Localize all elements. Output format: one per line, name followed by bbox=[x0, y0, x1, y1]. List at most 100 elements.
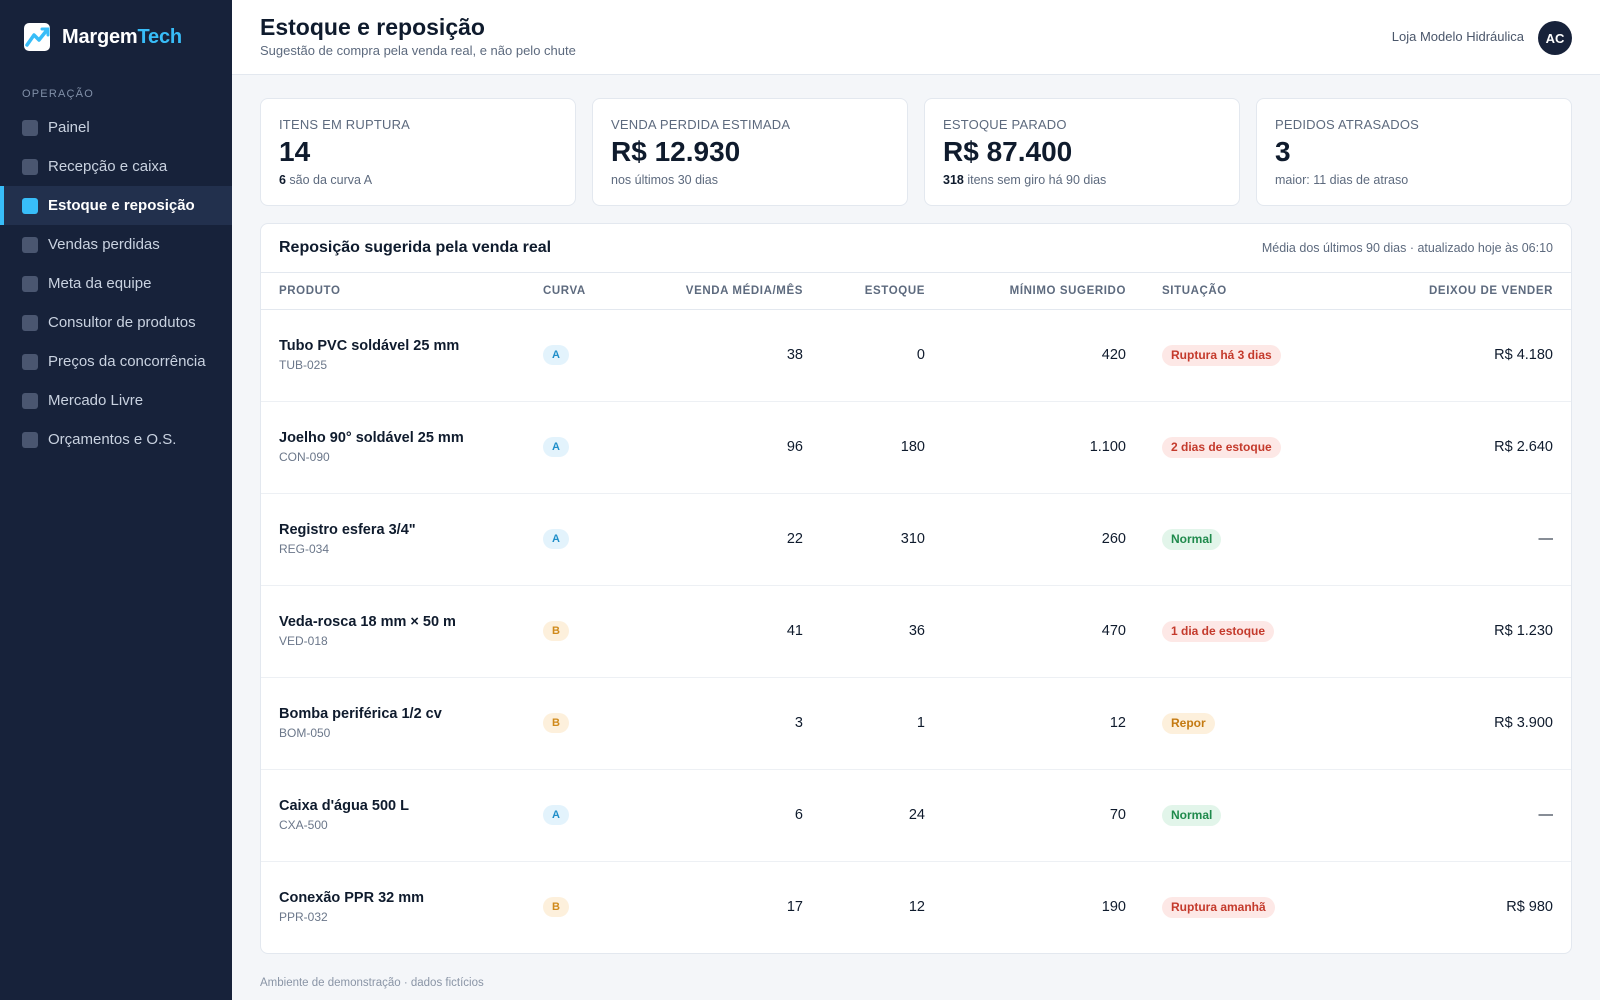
product-name[interactable]: Bomba periférica 1/2 cv bbox=[279, 706, 442, 722]
sidebar-item-mercado-livre[interactable]: Mercado Livre bbox=[0, 381, 232, 420]
status-badge: Normal bbox=[1162, 804, 1222, 826]
column-header-curva[interactable]: CURVA bbox=[543, 273, 639, 310]
brand[interactable]: MargemTech bbox=[0, 0, 232, 74]
cell-venda-media: 3 bbox=[639, 677, 803, 770]
kpi-sub-text: são da curva A bbox=[285, 173, 373, 187]
cell-situacao: Ruptura há 3 dias bbox=[1126, 309, 1296, 402]
sidebar-item-label: Vendas perdidas bbox=[48, 236, 160, 253]
cell-produto: Joelho 90° soldável 25 mm CON-090 bbox=[261, 401, 543, 494]
product-name[interactable]: Caixa d'água 500 L bbox=[279, 798, 409, 814]
kpi-value: R$ 87.400 bbox=[943, 136, 1073, 167]
cell-minimo-sugerido: 260 bbox=[925, 493, 1126, 586]
sidebar-item-recepcao-e-caixa[interactable]: Recepção e caixa bbox=[0, 147, 232, 186]
nav-square-icon bbox=[22, 236, 38, 253]
store-name[interactable]: Loja Modelo Hidráulica bbox=[1391, 29, 1524, 44]
brand-name-part2: Tech bbox=[137, 25, 183, 48]
cell-venda-media: 6 bbox=[639, 769, 803, 862]
sidebar-item-label: Recepção e caixa bbox=[48, 158, 168, 175]
column-header-deixou-de-vender[interactable]: DEIXOU DE VENDER bbox=[1296, 273, 1571, 310]
cell-deixou-de-vender: R$ 3.900 bbox=[1296, 677, 1571, 770]
kpi-value: R$ 12.930 bbox=[611, 136, 741, 167]
table-row[interactable]: Joelho 90° soldável 25 mm CON-090 A 96 180 1.… bbox=[261, 401, 1571, 494]
sidebar-item-precos-da-concorrencia[interactable]: Preços da concorrência bbox=[0, 342, 232, 381]
kpi-value: 3 bbox=[1275, 136, 1291, 167]
cell-deixou-de-vender: R$ 4.180 bbox=[1296, 309, 1571, 402]
curva-badge: B bbox=[543, 713, 569, 733]
kpi-sub-text: maior: 11 dias de atraso bbox=[1275, 173, 1409, 187]
cell-minimo-sugerido: 1.100 bbox=[925, 401, 1126, 494]
brand-name-part1: Margem bbox=[62, 25, 138, 48]
sidebar-item-label: Orçamentos e O.S. bbox=[48, 431, 177, 448]
cell-produto: Registro esfera 3/4" REG-034 bbox=[261, 493, 543, 586]
product-name[interactable]: Joelho 90° soldável 25 mm bbox=[279, 430, 464, 446]
product-name[interactable]: Conexão PPR 32 mm bbox=[279, 890, 425, 907]
table-row[interactable]: Bomba periférica 1/2 cv BOM-050 B 3 1 12 Repor… bbox=[261, 677, 1571, 770]
table-row[interactable]: Caixa d'água 500 L CXA-500 A 6 24 70 Normal — bbox=[261, 769, 1571, 862]
column-header-situacao[interactable]: SITUAÇÃO bbox=[1126, 273, 1296, 310]
sidebar-nav: Painel Recepção e caixa Estoque e reposiçã… bbox=[0, 108, 232, 459]
sidebar: MargemTech OPERAÇÃO Painel Recepção e cai… bbox=[0, 0, 232, 1000]
nav-square-icon bbox=[22, 158, 38, 175]
sidebar-item-orcamentos-e-o-s[interactable]: Orçamentos e O.S. bbox=[0, 420, 232, 459]
sidebar-item-meta-da-equipe[interactable]: Meta da equipe bbox=[0, 264, 232, 303]
table-row[interactable]: Conexão PPR 32 mm PPR-032 B 17 12 190 Ruptura … bbox=[261, 861, 1571, 953]
sidebar-item-consultor-de-produtos[interactable]: Consultor de produtos bbox=[0, 303, 232, 342]
kpi-card[interactable]: ESTOQUE PARADO R$ 87.400 318 itens sem gir… bbox=[924, 98, 1240, 206]
kpi-label: VENDA PERDIDA ESTIMADA bbox=[611, 117, 791, 132]
cell-estoque: 12 bbox=[908, 899, 925, 916]
product-sku: CON-090 bbox=[279, 450, 330, 464]
kpi-label: PEDIDOS ATRASADOS bbox=[1275, 117, 1420, 132]
panel-title: Reposição sugerida pela venda real bbox=[279, 239, 552, 256]
kpi-value: 14 bbox=[279, 136, 311, 167]
nav-square-icon bbox=[22, 353, 38, 370]
nav-square-icon bbox=[22, 119, 38, 136]
product-name[interactable]: Veda-rosca 18 mm × 50 m bbox=[279, 614, 456, 630]
nav-square-icon bbox=[22, 314, 38, 331]
cell-deixou-de-vender: R$ 980 bbox=[1506, 899, 1553, 916]
status-badge: 2 dias de estoque bbox=[1162, 436, 1281, 458]
cell-minimo-sugerido: 470 bbox=[925, 585, 1126, 678]
curva-badge: A bbox=[543, 805, 569, 825]
cell-estoque: 24 bbox=[803, 769, 925, 862]
kpi-subtext: 318 itens sem giro há 90 dias bbox=[943, 173, 1221, 187]
sidebar-item-painel[interactable]: Painel bbox=[0, 108, 232, 147]
column-header-minimo-sugerido[interactable]: MÍNIMO SUGERIDO bbox=[925, 273, 1126, 310]
kpi-card[interactable]: PEDIDOS ATRASADOS 3 maior: 11 dias de atra… bbox=[1256, 98, 1572, 206]
table-row[interactable]: Veda-rosca 18 mm × 50 m VED-018 B 41 36 470 1 … bbox=[261, 585, 1571, 678]
kpi-card[interactable]: VENDA PERDIDA ESTIMADA R$ 12.930 nos últim… bbox=[592, 98, 908, 206]
cell-curva: A bbox=[543, 309, 639, 402]
table-row[interactable]: Tubo PVC soldável 25 mm TUB-025 A 38 0 420 Rup… bbox=[261, 309, 1571, 402]
cell-produto: Bomba periférica 1/2 cv BOM-050 bbox=[261, 677, 543, 770]
sidebar-item-label: Preços da concorrência bbox=[48, 353, 206, 370]
status-badge: Ruptura há 3 dias bbox=[1162, 344, 1281, 366]
column-header-venda-media[interactable]: VENDA MÉDIA/MÊS bbox=[639, 273, 803, 310]
sidebar-item-estoque-e-reposicao[interactable]: Estoque e reposição bbox=[0, 186, 232, 225]
cell-produto: Caixa d'água 500 L CXA-500 bbox=[261, 769, 543, 862]
cell-deixou-de-vender: R$ 1.230 bbox=[1296, 585, 1571, 678]
column-header-estoque[interactable]: ESTOQUE bbox=[803, 273, 925, 310]
column-header-produto[interactable]: PRODUTO bbox=[261, 273, 543, 310]
cell-produto: Veda-rosca 18 mm × 50 m VED-018 bbox=[261, 585, 543, 678]
sidebar-item-vendas-perdidas[interactable]: Vendas perdidas bbox=[0, 225, 232, 264]
cell-minimo-sugerido: 190 bbox=[1101, 899, 1126, 916]
replenishment-table: PRODUTO CURVA VENDA MÉDIA/MÊS ESTOQUE MÍ… bbox=[261, 273, 1571, 953]
cell-produto: Conexão PPR 32 mm PPR-032 bbox=[261, 861, 543, 953]
cell-situacao: 1 dia de estoque bbox=[1126, 585, 1296, 678]
product-name[interactable]: Tubo PVC soldável 25 mm bbox=[279, 338, 460, 354]
table-header-row: PRODUTO CURVA VENDA MÉDIA/MÊS ESTOQUE MÍ… bbox=[261, 273, 1571, 310]
status-badge: 1 dia de estoque bbox=[1162, 620, 1275, 642]
cell-deixou-de-vender: — bbox=[1296, 493, 1571, 586]
margemtech-logo-icon bbox=[24, 23, 50, 51]
cell-deixou-de-vender: — bbox=[1296, 769, 1571, 862]
nav-square-icon bbox=[22, 275, 38, 292]
cell-curva: B bbox=[543, 677, 639, 770]
product-name[interactable]: Registro esfera 3/4" bbox=[279, 522, 416, 538]
kpi-card[interactable]: ITENS EM RUPTURA 14 6 são da curva A bbox=[260, 98, 576, 206]
cell-venda-media: 96 bbox=[639, 401, 803, 494]
cell-situacao: Normal bbox=[1126, 493, 1296, 586]
avatar[interactable]: AC bbox=[1538, 21, 1572, 55]
sidebar-item-label: Meta da equipe bbox=[48, 275, 152, 292]
table-row[interactable]: Registro esfera 3/4" REG-034 A 22 310 260 Norm… bbox=[261, 493, 1571, 586]
page-subtitle: Sugestão de compra pela venda real, e nã… bbox=[260, 43, 576, 58]
cell-situacao: Ruptura amanhã bbox=[1126, 861, 1296, 953]
